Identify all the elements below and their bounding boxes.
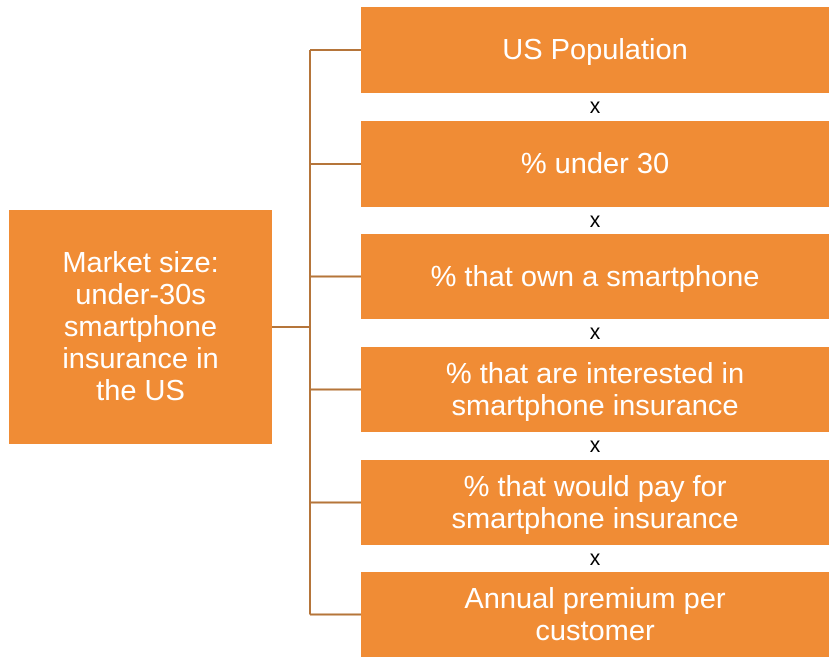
- operator: x: [589, 434, 601, 457]
- root-box: Market size: under-30s smartphone insurance…: [9, 210, 272, 444]
- box-text-line: % under 30: [520, 148, 670, 180]
- operator: x: [589, 321, 601, 344]
- box-text-line: customer: [535, 614, 655, 647]
- box-text-line: Market size:: [62, 247, 219, 279]
- connector-lines: [272, 49, 361, 616]
- box-text-line: Annual premium per: [464, 582, 726, 615]
- factor-box: % that own a smartphone: [361, 234, 829, 319]
- factor-box: US Population: [361, 7, 829, 93]
- operator: x: [589, 208, 601, 232]
- box-text-line: smartphone: [63, 311, 218, 343]
- box-text-line: % that are interested in: [445, 357, 745, 390]
- box-text-line: insurance in: [62, 343, 219, 375]
- operator: x: [589, 95, 601, 118]
- factor-box: % under 30: [361, 121, 829, 207]
- box-text-line: the US: [96, 375, 185, 407]
- box-text-line: % that own a smartphone: [430, 260, 760, 293]
- box-text-line: under-30s: [75, 279, 206, 311]
- factor-box: % that would pay for smartphone insurance: [361, 460, 829, 545]
- factor-box: Annual premium per customer: [361, 572, 829, 657]
- box-text-line: smartphone insurance: [451, 502, 739, 535]
- box-text-line: % that would pay for: [463, 470, 727, 503]
- factor-box: % that are interested in smartphone insur…: [361, 347, 829, 432]
- box-text-line: smartphone insurance: [451, 389, 739, 422]
- box-text-line: US Population: [502, 34, 688, 66]
- operator: x: [589, 546, 601, 570]
